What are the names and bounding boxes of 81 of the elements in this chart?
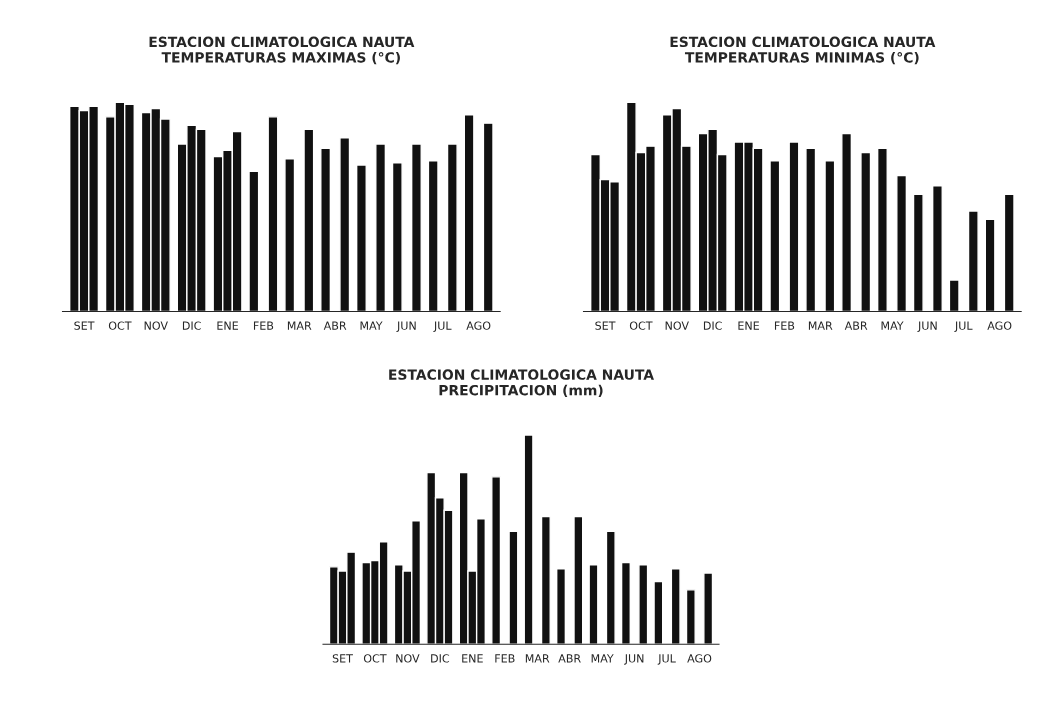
bar bbox=[284, 158, 296, 312]
x-tick-label: ABR bbox=[323, 321, 347, 330]
x-tick-label: ABR bbox=[844, 321, 868, 330]
bar bbox=[339, 137, 351, 312]
bar bbox=[248, 170, 260, 312]
x-tick-label: MAR bbox=[808, 321, 833, 330]
bar bbox=[703, 572, 714, 645]
x-tick-label: JUN bbox=[917, 321, 937, 332]
bar bbox=[427, 160, 439, 312]
bar bbox=[391, 162, 403, 312]
x-tick-label: NOV bbox=[144, 321, 168, 330]
x-tick-label: DIC bbox=[431, 654, 450, 663]
x-tick-label: SET bbox=[74, 321, 95, 330]
bar bbox=[410, 143, 422, 312]
x-tick-label: MAY bbox=[360, 321, 383, 330]
bar bbox=[769, 160, 781, 312]
bar bbox=[896, 174, 908, 312]
bar bbox=[805, 147, 817, 312]
x-tick-label: MAY bbox=[591, 654, 614, 663]
x-tick-label: AGO bbox=[466, 321, 491, 330]
bar bbox=[788, 141, 800, 312]
bar bbox=[824, 160, 836, 312]
x-tick-label: OCT bbox=[363, 654, 387, 663]
bar bbox=[375, 143, 387, 312]
x-tick-label: JUL bbox=[433, 321, 452, 332]
x-tick-label: JUN bbox=[396, 321, 416, 332]
bar bbox=[984, 218, 996, 312]
x-tick-label: ENE bbox=[217, 321, 238, 330]
x-tick-label: MAY bbox=[881, 321, 904, 330]
x-tick-label: SET bbox=[332, 654, 353, 663]
x-tick-label: NOV bbox=[665, 321, 689, 330]
bar bbox=[638, 564, 649, 645]
bar bbox=[523, 434, 534, 645]
bar bbox=[685, 589, 696, 645]
bar bbox=[491, 476, 502, 645]
x-tick-label: MAR bbox=[287, 321, 312, 330]
bar bbox=[355, 164, 367, 312]
x-tick-label: JUN bbox=[624, 654, 644, 665]
x-tick-label: OCT bbox=[629, 321, 653, 330]
bar bbox=[605, 530, 616, 645]
x-tick-label: FEB bbox=[774, 321, 795, 330]
x-tick-label: AGO bbox=[987, 321, 1012, 330]
bar bbox=[653, 580, 664, 645]
bar bbox=[912, 193, 924, 312]
x-tick-label: DIC bbox=[703, 321, 722, 330]
bar bbox=[540, 515, 551, 645]
x-tick-label: FEB bbox=[495, 654, 515, 663]
bar bbox=[482, 122, 494, 312]
bar bbox=[267, 116, 279, 312]
x-tick-label: JUL bbox=[954, 321, 973, 332]
bar bbox=[588, 564, 599, 645]
x-tick-label: JUL bbox=[657, 654, 676, 665]
x-tick-label: FEB bbox=[253, 321, 274, 330]
bar bbox=[841, 132, 853, 312]
x-tick-label: NOV bbox=[396, 654, 420, 663]
x-tick-label: AGO bbox=[687, 654, 712, 663]
bar bbox=[876, 147, 888, 312]
x-tick-label: SET bbox=[595, 321, 616, 330]
chart-title: ESTACION CLIMATOLOGICA NAUTA TEMPERATURAS MINIMAS (°C) bbox=[670, 36, 936, 65]
bar bbox=[931, 185, 943, 312]
bar bbox=[620, 561, 631, 645]
bar bbox=[508, 530, 519, 645]
chart-title: ESTACION CLIMATOLOGICA NAUTA TEMPERATURAS MAXIMAS (°C) bbox=[149, 36, 415, 65]
bar bbox=[967, 210, 979, 312]
bar bbox=[670, 568, 681, 645]
bar bbox=[948, 279, 960, 312]
bar bbox=[320, 147, 332, 312]
x-tick-label: ENE bbox=[462, 654, 483, 663]
bar bbox=[446, 143, 458, 312]
x-tick-label: DIC bbox=[182, 321, 201, 330]
bar bbox=[860, 151, 872, 312]
bar bbox=[1003, 193, 1015, 312]
chart-title: ESTACION CLIMATOLOGICA NAUTA PRECIPITACION (mm) bbox=[389, 369, 654, 398]
bar bbox=[573, 515, 584, 645]
bar bbox=[463, 114, 475, 312]
bar bbox=[303, 128, 315, 312]
x-tick-label: MAR bbox=[525, 654, 550, 663]
x-tick-label: OCT bbox=[108, 321, 132, 330]
x-tick-label: ENE bbox=[738, 321, 759, 330]
x-tick-label: ABR bbox=[558, 654, 581, 663]
bar bbox=[556, 568, 567, 645]
